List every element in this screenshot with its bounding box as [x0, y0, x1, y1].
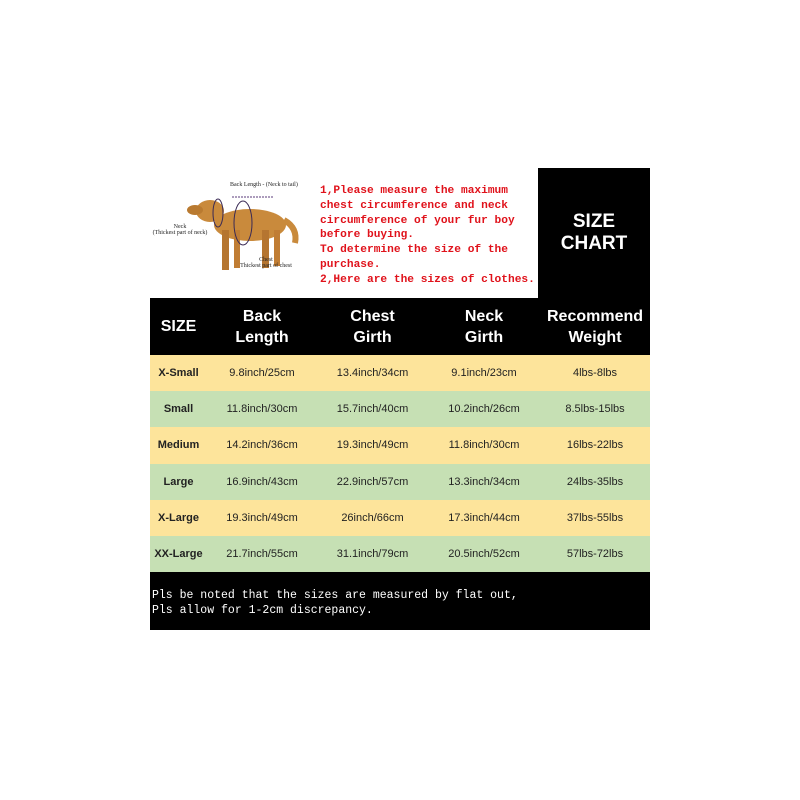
note-line: To determine the size of the [320, 244, 508, 257]
chart-title: SIZE CHART [538, 168, 650, 298]
table-row: Large 16.9inch/43cm 22.9inch/57cm 13.3inch/… [150, 463, 650, 500]
cell-weight: 57lbs-72lbs [566, 548, 624, 561]
footer-line: Pls be noted that the sizes are measured… [152, 589, 518, 603]
cell-back-length: 9.8inch/25cm [229, 367, 295, 380]
cell-neck-girth: 10.2inch/26cm [448, 403, 520, 416]
table-row: Medium 14.2inch/36cm 19.3inch/49cm 11.8inch… [150, 427, 650, 464]
title-line: SIZE [572, 211, 616, 232]
footer-note: Pls be noted that the sizes are measured… [150, 572, 650, 631]
dog-measurement-diagram: Back Length - (Neck to tail) Neck (Thicke… [150, 168, 318, 298]
cell-neck-girth: 20.5inch/52cm [448, 548, 520, 561]
cell-size: X-Small [158, 367, 199, 380]
cell-chest-girth: 31.1inch/79cm [336, 548, 409, 561]
cell-back-length: 19.3inch/49cm [226, 511, 298, 524]
note-line: chest circumference and neck [320, 199, 508, 212]
header-chest-girth: Chest Girth [350, 307, 395, 346]
cell-size: X-Large [158, 511, 199, 524]
table-header: SIZE Back Length Chest Girth Neck Girth Rec… [150, 298, 650, 355]
dog-illustration [187, 196, 299, 270]
measurement-instructions: 1,Please measure the maximum chest circu… [318, 168, 538, 298]
cell-weight: 4lbs-8lbs [572, 367, 618, 380]
cell-neck-girth: 17.3inch/44cm [448, 511, 520, 524]
cell-weight: 37lbs-55lbs [566, 511, 624, 524]
neck-note: (Thickest part of neck) [152, 230, 208, 236]
cell-neck-girth: 11.8inch/30cm [448, 439, 520, 452]
footer-line: Pls allow for 1-2cm discrepancy. [152, 603, 373, 617]
header-neck-girth: Neck Girth [464, 307, 504, 346]
cell-chest-girth: 22.9inch/57cm [336, 475, 409, 488]
cell-neck-girth: 13.3inch/34cm [448, 475, 520, 488]
back-length-note: (Neck to tail) [265, 182, 298, 188]
cell-back-length: 11.8inch/30cm [226, 403, 298, 416]
cell-weight: 16lbs-22lbs [566, 439, 624, 452]
cell-size: XX-Large [154, 548, 203, 561]
back-length-label: Back Length [230, 182, 261, 188]
cell-chest-girth: 13.4inch/34cm [336, 367, 409, 380]
note-line: 1,Please measure the maximum [320, 185, 508, 197]
note-line: circumference of your fur boy [320, 214, 515, 227]
cell-chest-girth: 15.7inch/40cm [336, 403, 409, 416]
cell-chest-girth: 19.3inch/49cm [336, 439, 409, 452]
cell-back-length: 16.9inch/43cm [226, 475, 298, 488]
cell-weight: 8.5lbs-15lbs [565, 403, 625, 416]
cell-size: Small [163, 403, 194, 416]
cell-size: Medium [157, 439, 200, 452]
cell-neck-girth: 9.1inch/23cm [451, 367, 517, 380]
table-row: X-Large 19.3inch/49cm 26inch/66cm 17.3inch/… [150, 499, 650, 536]
size-chart: Back Length - (Neck to tail) Neck (Thicke… [150, 168, 650, 631]
neck-label: Neck [173, 224, 187, 230]
header-back-length: Back Length [235, 307, 289, 346]
cell-back-length: 21.7inch/55cm [226, 548, 298, 561]
cell-size: Large [163, 475, 194, 488]
note-line: 2,Here are the sizes of clothes. [320, 273, 535, 286]
header-size: SIZE [160, 318, 197, 335]
table-row: XX-Large 21.7inch/55cm 31.1inch/79cm 20.5in… [150, 535, 650, 573]
note-line: purchase. [320, 258, 381, 271]
chest-label: Chest [259, 257, 273, 263]
table-row: Small 11.8inch/30cm 15.7inch/40cm 10.2inch/… [150, 391, 650, 428]
cell-back-length: 14.2inch/36cm [226, 439, 298, 452]
title-line: CHART [560, 233, 628, 254]
note-line: before buying. [320, 229, 414, 242]
cell-chest-girth: 26inch/66cm [341, 511, 404, 524]
cell-weight: 24lbs-35lbs [566, 475, 624, 488]
table-row: X-Small 9.8inch/25cm 13.4inch/34cm 9.1inch/… [150, 355, 650, 392]
chest-note: Thickest part of chest [240, 263, 292, 269]
header-recommend-weight: Recommend Weight [546, 307, 644, 346]
